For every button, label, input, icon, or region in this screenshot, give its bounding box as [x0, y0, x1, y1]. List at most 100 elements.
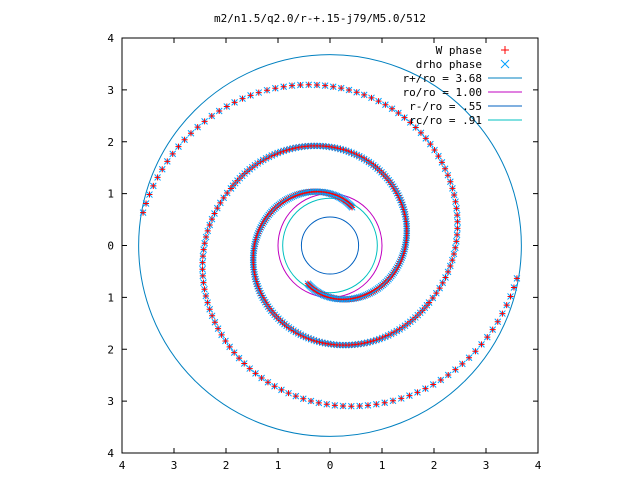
w-phase-point	[445, 268, 452, 275]
x-tick-label: 1	[379, 459, 386, 472]
w-phase-point	[422, 135, 429, 142]
w-phase-point	[407, 119, 414, 126]
w-phase-point	[449, 257, 456, 264]
w-phase-point	[204, 299, 211, 306]
w-phase-point	[223, 103, 230, 110]
w-phase-point	[289, 82, 296, 89]
w-phase-point	[271, 383, 278, 390]
y-tick-label: 4	[107, 447, 114, 460]
w-phase-point	[201, 286, 208, 293]
w-phase-point	[199, 272, 206, 279]
w-phase-point	[348, 403, 355, 410]
w-phase-point	[307, 397, 314, 404]
w-phase-point	[412, 124, 419, 131]
w-phase-point	[346, 87, 353, 94]
w-phase-point	[454, 218, 461, 225]
w-phase-point	[449, 185, 456, 192]
w-phase-point	[381, 399, 388, 406]
w-phase-point	[226, 343, 233, 350]
w-phase-point	[431, 147, 438, 154]
w-phase-point	[209, 312, 216, 319]
w-phase-point	[499, 310, 506, 317]
w-phase-point	[143, 200, 150, 207]
w-phase-point	[215, 325, 222, 332]
w-phase-point	[447, 263, 454, 270]
w-phase-point	[442, 274, 449, 281]
w-phase-point	[353, 89, 360, 96]
w-phase-point	[159, 166, 166, 173]
w-phase-point	[478, 341, 485, 348]
w-phase-point	[494, 318, 501, 325]
w-phase-point	[331, 402, 338, 409]
w-phase-point	[220, 194, 227, 201]
w-phase-point	[454, 231, 461, 238]
legend-label: r-/ro = .55	[409, 100, 482, 113]
w-phase-point	[437, 376, 444, 383]
w-phase-point	[484, 334, 491, 341]
y-tick-label: 1	[107, 291, 114, 304]
w-phase-point	[340, 402, 347, 409]
w-phase-point	[252, 370, 259, 377]
w-phase-point	[445, 372, 452, 379]
x-tick-label: 3	[483, 459, 490, 472]
w-phase-point	[305, 81, 312, 88]
w-phase-point	[382, 101, 389, 108]
w-phase-point	[513, 275, 520, 282]
x-tick-label: 0	[327, 459, 334, 472]
y-tick-label: 4	[107, 32, 114, 45]
chart-title: m2/n1.5/q2.0/r-+.15-j79/M5.0/512	[214, 12, 426, 25]
circle-0.91	[282, 197, 378, 294]
x-tick-label: 4	[535, 459, 542, 472]
legend-label: ro/ro = 1.00	[403, 86, 482, 99]
w-phase-point	[453, 238, 460, 245]
w-phase-point	[406, 392, 413, 399]
w-phase-point	[146, 191, 153, 198]
w-phase-point	[442, 165, 449, 172]
w-phase-point	[322, 82, 329, 89]
w-phase-point	[389, 105, 396, 112]
w-phase-point	[398, 395, 405, 402]
w-phase-point	[292, 393, 299, 400]
legend-label: W phase	[436, 44, 482, 57]
w-phase-point	[297, 82, 304, 89]
w-phase-point	[247, 92, 254, 99]
w-phase-point	[199, 253, 206, 260]
x-tick-label: 2	[223, 459, 230, 472]
w-phase-point	[154, 174, 161, 181]
w-phase-point	[211, 319, 218, 326]
w-phase-point	[439, 279, 446, 286]
w-phase-point	[150, 182, 157, 189]
w-phase-point	[300, 395, 307, 402]
y-tick-label: 3	[107, 84, 114, 97]
w-phase-point	[217, 199, 224, 206]
w-phase-point	[201, 118, 208, 125]
w-phase-point	[395, 110, 402, 117]
w-phase-point	[454, 212, 461, 219]
legend-marker	[501, 46, 509, 54]
w-phase-point	[258, 374, 265, 381]
x-tick-label: 1	[275, 459, 282, 472]
w-phase-point	[422, 385, 429, 392]
legend-label: r+/ro = 3.68	[403, 72, 482, 85]
w-phase-point	[231, 99, 238, 106]
w-phase-point	[389, 397, 396, 404]
legend-label: drho phase	[416, 58, 482, 71]
y-tick-label: 0	[107, 240, 114, 253]
w-phase-point	[206, 221, 213, 228]
w-phase-point	[203, 234, 210, 241]
w-phase-point	[364, 402, 371, 409]
w-phase-point	[368, 94, 375, 101]
w-phase-point	[459, 360, 466, 367]
w-phase-point	[417, 129, 424, 136]
w-phase-point	[236, 355, 243, 362]
w-phase-point	[356, 402, 363, 409]
w-phase-point	[323, 401, 330, 408]
w-phase-point	[211, 210, 218, 217]
w-phase-point	[452, 244, 459, 251]
w-phase-point	[200, 246, 207, 253]
w-phase-point	[466, 354, 473, 361]
w-phase-point	[218, 331, 225, 338]
y-tick-label: 3	[107, 395, 114, 408]
